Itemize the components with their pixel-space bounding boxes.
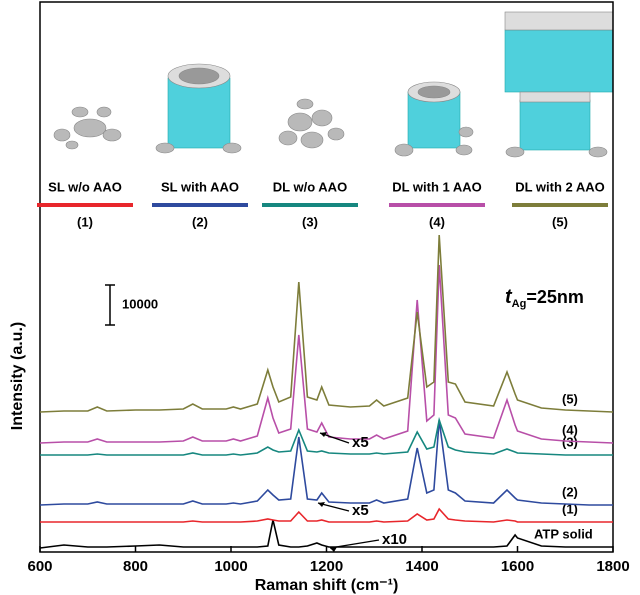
x-tick-label: 1400 xyxy=(405,558,438,575)
legend-label: DL with 2 AAO xyxy=(515,179,605,194)
subscript: Ag xyxy=(512,298,527,310)
legend-swatch xyxy=(152,203,248,207)
legend-number: (5) xyxy=(552,214,568,229)
scale-bar-label: 10000 xyxy=(122,296,158,311)
spectrum-line xyxy=(40,520,613,548)
scale-bar xyxy=(105,285,115,325)
annotation: x10 xyxy=(382,531,407,548)
legend-label: SL with AAO xyxy=(161,179,239,194)
x-axis-label: Raman shift (cm⁻¹) xyxy=(255,577,399,594)
series-label: (5) xyxy=(562,391,578,406)
x-tick-label: 600 xyxy=(27,558,52,575)
legend-number: (2) xyxy=(192,214,208,229)
y-axis-label: Intensity (a.u.) xyxy=(9,322,26,430)
legend-number: (1) xyxy=(77,214,93,229)
page: {"chart_data": { "type": "line", "x_labe… xyxy=(0,0,640,595)
spectrum-line xyxy=(40,509,613,522)
legend-label: DL w/o AAO xyxy=(273,179,347,194)
x-tick-label: 1600 xyxy=(501,558,534,575)
legend-number: (4) xyxy=(429,214,445,229)
legend-number: (3) xyxy=(302,214,318,229)
spectrum-line xyxy=(40,235,613,412)
annotation: x5 xyxy=(352,434,369,451)
x-tick-label: 1200 xyxy=(310,558,343,575)
x-tick-label: 800 xyxy=(123,558,148,575)
series-label: ATP solid xyxy=(534,526,593,541)
chart: 600 800 1000 1200 1400 1600 1800 Raman shift (c… xyxy=(0,0,640,595)
series-label: (2) xyxy=(562,484,578,499)
icons xyxy=(54,12,613,157)
legend-swatch xyxy=(37,203,133,207)
annotation: x5 xyxy=(352,502,369,519)
spectrum-line xyxy=(40,420,613,455)
legend-swatch xyxy=(512,203,608,207)
x-tick-label: 1000 xyxy=(214,558,247,575)
legend-swatch xyxy=(262,203,358,207)
thickness-label: tAg=25nm xyxy=(505,286,584,310)
label-text: =25nm xyxy=(526,287,584,307)
legend-label: DL with 1 AAO xyxy=(392,179,482,194)
series-label: (4) xyxy=(562,422,578,437)
legend-label: SL w/o AAO xyxy=(48,179,122,194)
legend-swatch xyxy=(389,203,485,207)
x-tick-label: 1800 xyxy=(596,558,629,575)
